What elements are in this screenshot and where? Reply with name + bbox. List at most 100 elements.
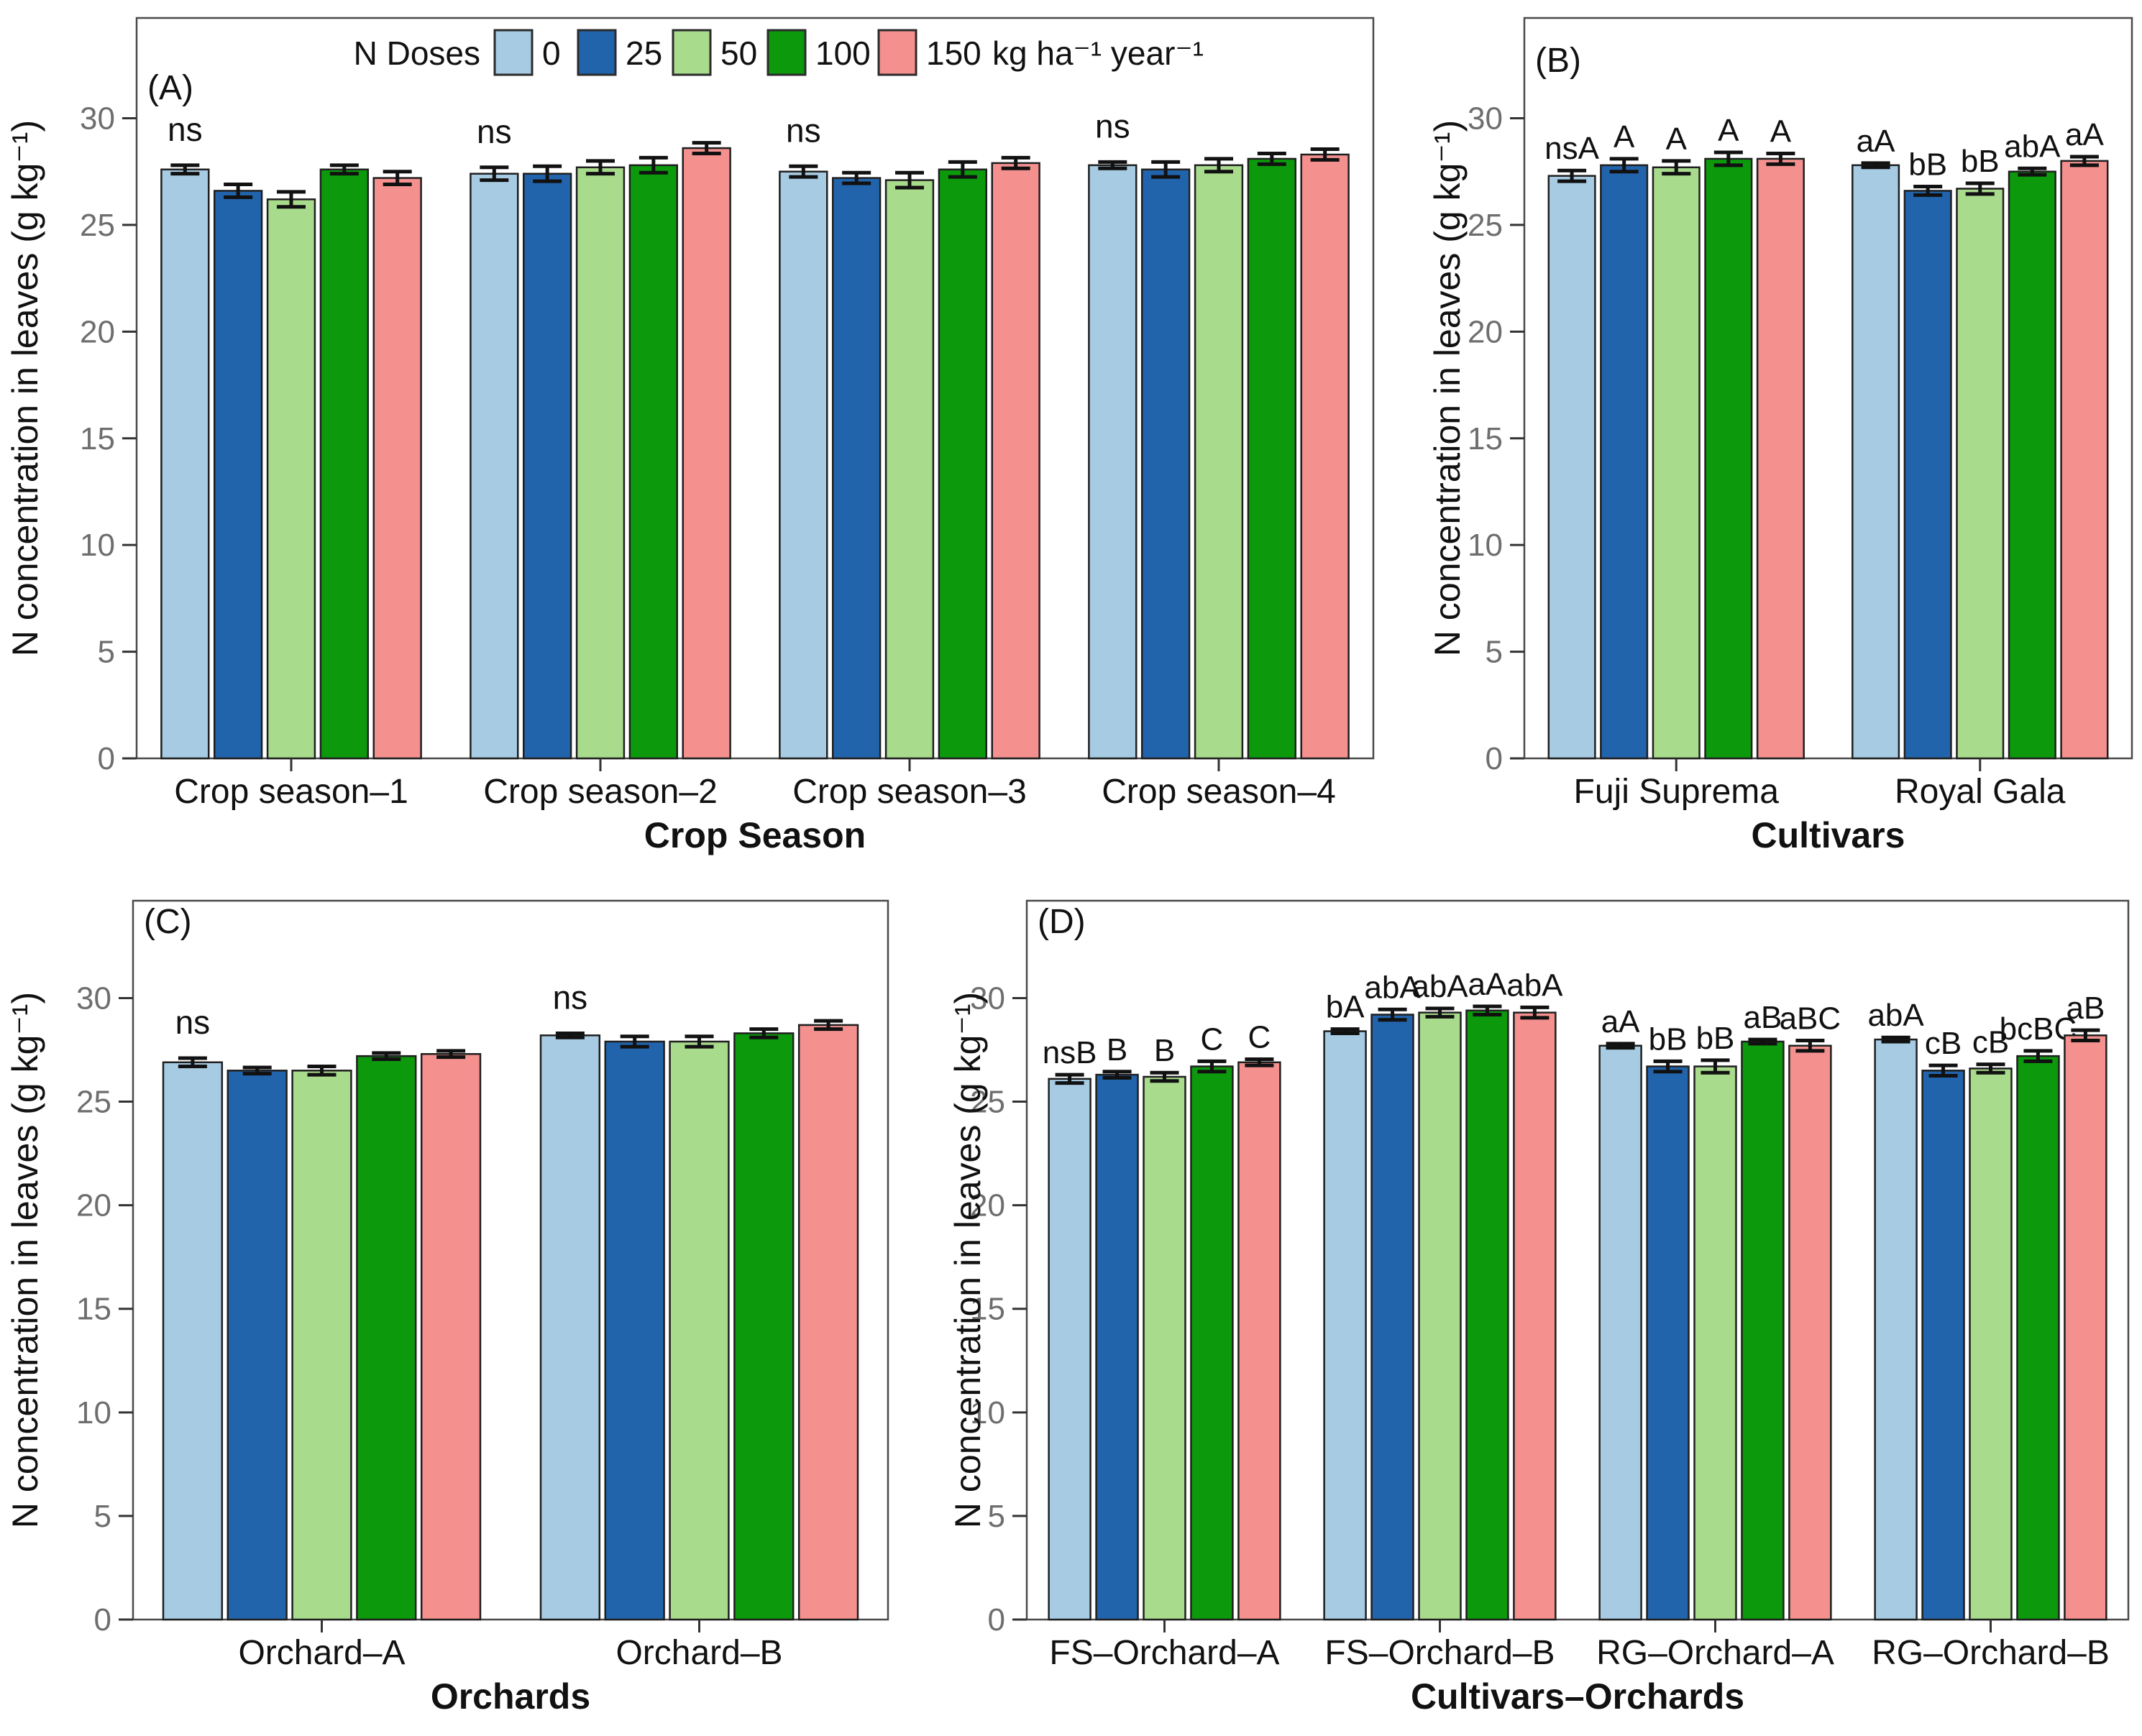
- y-tick-label: 10: [76, 1395, 111, 1430]
- bar-dose-25: [831, 177, 882, 760]
- legend-label: 0: [542, 35, 561, 72]
- bar-dose-50: [884, 179, 935, 760]
- significance-label: aA: [1857, 124, 1895, 159]
- legend-label: 100: [815, 35, 871, 72]
- y-tick-label: 20: [1468, 314, 1503, 349]
- legend-swatch-150: [877, 29, 917, 76]
- plot-frame: [1025, 899, 2130, 1621]
- x-category-label: FS–Orchard–A: [1049, 1634, 1279, 1672]
- significance-label: abA: [1364, 970, 1421, 1005]
- bar-dose-0: [1048, 1078, 1091, 1621]
- significance-label: bB: [1696, 1021, 1735, 1056]
- bar-dose-100: [1190, 1065, 1234, 1621]
- y-tick-label: 5: [98, 635, 115, 670]
- bar-dose-150: [991, 162, 1040, 760]
- bar-dose-25: [1370, 1014, 1414, 1621]
- significance-label: aA: [2065, 117, 2104, 152]
- significance-label: B: [1154, 1033, 1175, 1068]
- x-category-label: FS–Orchard–B: [1324, 1634, 1555, 1672]
- significance-label: abA: [2004, 129, 2061, 164]
- panel-a-crop-season-chart: 0 5 10 15 20 25 30 N concentration in leaves (g…: [5, 17, 1375, 855]
- bar-dose-150: [372, 177, 422, 760]
- significance-label: abA: [1506, 968, 1563, 1003]
- panel-letter: (D): [1038, 903, 1086, 941]
- x-category-label: Fuji Suprema: [1574, 773, 1780, 811]
- y-tick-label: 5: [94, 1499, 111, 1534]
- significance-label: ns: [786, 111, 821, 149]
- bar-dose-25: [604, 1040, 665, 1621]
- bar-dose-25: [522, 173, 572, 760]
- panel-letter: (C): [144, 903, 192, 941]
- x-category-label: Crop season–1: [174, 773, 408, 811]
- bar-dose-100: [733, 1032, 795, 1621]
- legend-label: 50: [720, 35, 757, 72]
- y-tick-label: 5: [988, 1499, 1005, 1534]
- bar-dose-100: [1704, 157, 1753, 760]
- significance-label: ns: [553, 978, 588, 1016]
- panel-b-cultivars-chart: 0 5 10 15 20 25 30N concentration in leaves (g…: [1427, 17, 2133, 855]
- x-category-label: RG–Orchard–B: [1872, 1634, 2110, 1672]
- legend-swatch-25: [577, 29, 617, 76]
- legend-label: 25: [626, 35, 662, 72]
- bar-dose-50: [1418, 1011, 1462, 1621]
- significance-label: abA: [1867, 998, 1924, 1033]
- bar-dose-150: [2060, 160, 2109, 760]
- y-tick-label: 20: [970, 1188, 1005, 1223]
- bar-dose-0: [470, 173, 519, 760]
- plot-frame: [132, 899, 889, 1621]
- bar-dose-100: [2008, 170, 2056, 760]
- bar-dose-50: [1652, 166, 1701, 760]
- significance-label: aBC: [1780, 1001, 1841, 1037]
- y-tick-label: 15: [970, 1292, 1005, 1327]
- significance-label: A: [1666, 121, 1688, 157]
- bar-dose-150: [1513, 1011, 1557, 1621]
- panel-letter: (A): [147, 69, 193, 107]
- significance-label: A: [1718, 113, 1739, 148]
- bar-dose-0: [1547, 175, 1596, 760]
- legend-unit-suffix: kg ha⁻¹ year⁻¹: [992, 35, 1204, 72]
- significance-label: C: [1248, 1019, 1271, 1055]
- bar-dose-0: [779, 170, 828, 760]
- bar-dose-50: [1693, 1065, 1737, 1621]
- y-axis-title: N concentration in leaves (g kg⁻¹): [5, 120, 45, 656]
- significance-label: bA: [1326, 990, 1365, 1025]
- significance-label: aA: [1468, 967, 1507, 1002]
- significance-label: bB: [1908, 147, 1947, 182]
- y-tick-label: 30: [80, 101, 115, 137]
- y-axis-title: N concentration in leaves (g kg⁻¹): [5, 992, 45, 1528]
- bar-dose-150: [1756, 157, 1805, 760]
- bar-dose-50: [266, 198, 316, 760]
- legend-title: N Doses: [354, 35, 480, 72]
- bar-dose-25: [1646, 1065, 1690, 1621]
- x-category-label: Orchard–A: [238, 1634, 405, 1672]
- y-tick-label: 25: [970, 1085, 1005, 1120]
- bar-dose-150: [420, 1053, 482, 1621]
- significance-label: B: [1107, 1032, 1127, 1067]
- bar-dose-25: [213, 190, 263, 760]
- bar-dose-0: [1088, 164, 1138, 760]
- y-tick-label: 10: [970, 1395, 1005, 1430]
- bar-dose-100: [1741, 1040, 1785, 1621]
- significance-label: nsB: [1043, 1035, 1097, 1070]
- bar-dose-100: [628, 164, 679, 760]
- x-category-label: Crop season–2: [483, 773, 718, 811]
- significance-label: C: [1201, 1021, 1224, 1057]
- bar-dose-50: [1194, 164, 1244, 760]
- y-tick-label: 0: [1486, 741, 1503, 776]
- y-tick-label: 10: [80, 528, 115, 563]
- bar-dose-0: [1598, 1044, 1642, 1621]
- x-axis-title: Cultivars–Orchards: [1411, 1676, 1744, 1717]
- bar-dose-0: [162, 1061, 224, 1621]
- significance-label: ns: [168, 111, 203, 148]
- x-axis-title: Orchards: [431, 1676, 590, 1717]
- y-tick-label: 25: [76, 1085, 111, 1120]
- x-category-label: Crop season–3: [792, 773, 1027, 811]
- significance-label: ns: [477, 113, 512, 150]
- bar-dose-0: [539, 1034, 601, 1621]
- y-tick-label: 25: [1468, 208, 1503, 243]
- x-category-label: Royal Gala: [1895, 773, 2066, 811]
- bar-dose-25: [1095, 1073, 1139, 1621]
- y-axis-title: N concentration in leaves (g kg⁻¹): [1427, 120, 1468, 656]
- bar-dose-50: [1969, 1067, 2013, 1621]
- bar-dose-150: [682, 147, 731, 760]
